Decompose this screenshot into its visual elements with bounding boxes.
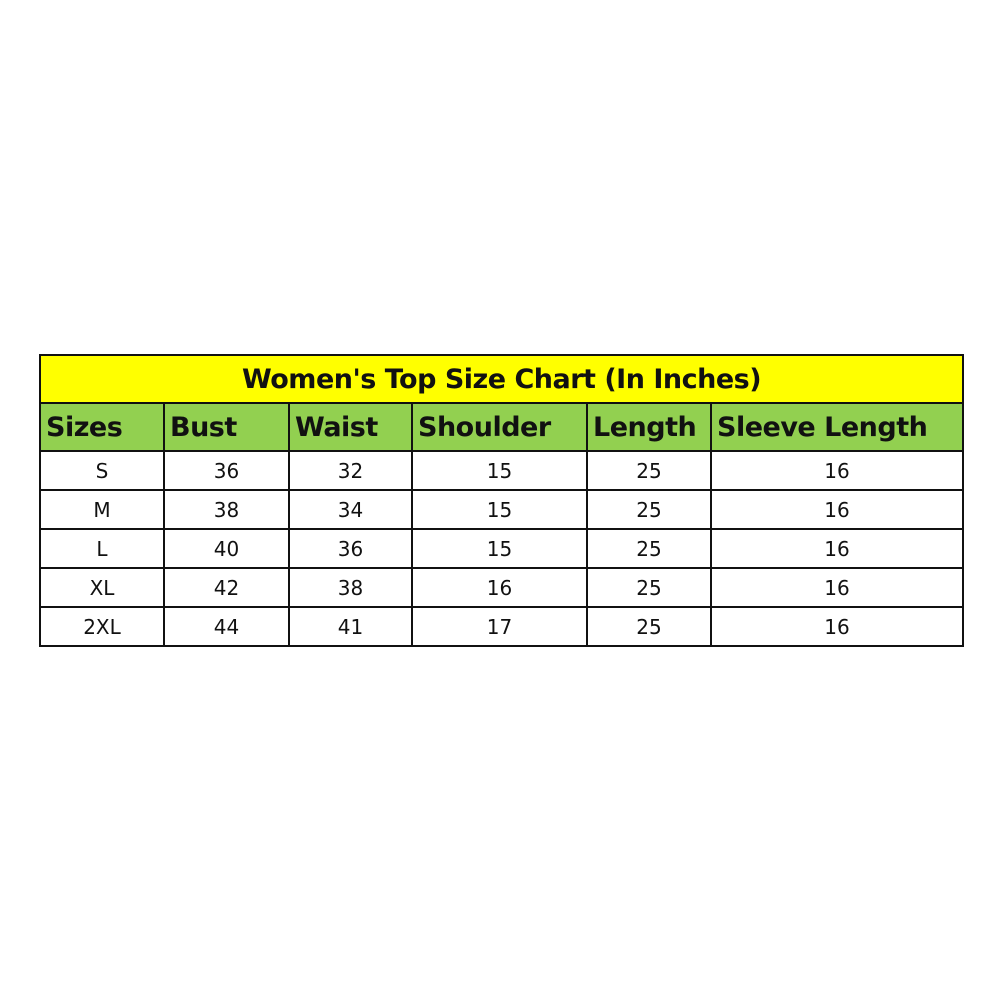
table-cell: 25 [586, 567, 712, 608]
table-cell: 2XL [39, 606, 165, 647]
size-chart-table: Women's Top Size Chart (In Inches) Sizes… [39, 354, 964, 647]
table-row: XL 42 38 16 25 16 [39, 567, 964, 608]
table-cell: 16 [710, 606, 964, 647]
table-cell: 40 [163, 528, 290, 569]
table-cell: 44 [163, 606, 290, 647]
table-cell: M [39, 489, 165, 530]
column-header: Bust [163, 402, 290, 452]
chart-title: Women's Top Size Chart (In Inches) [39, 354, 964, 404]
table-cell: S [39, 450, 165, 491]
table-row: S 36 32 15 25 16 [39, 450, 964, 491]
table-cell: 36 [288, 528, 413, 569]
table-cell: 34 [288, 489, 413, 530]
table-row: 2XL 44 41 17 25 16 [39, 606, 964, 647]
table-cell: 38 [163, 489, 290, 530]
column-header: Sleeve Length [710, 402, 964, 452]
table-row: M 38 34 15 25 16 [39, 489, 964, 530]
table-cell: 25 [586, 489, 712, 530]
table-cell: 16 [710, 567, 964, 608]
table-row: L 40 36 15 25 16 [39, 528, 964, 569]
table-cell: 16 [411, 567, 588, 608]
table-cell: 38 [288, 567, 413, 608]
table-cell: 16 [710, 528, 964, 569]
column-header: Shoulder [411, 402, 588, 452]
table-cell: 16 [710, 450, 964, 491]
table-cell: 41 [288, 606, 413, 647]
table-cell: 42 [163, 567, 290, 608]
table-cell: 32 [288, 450, 413, 491]
table-cell: 25 [586, 528, 712, 569]
column-header: Sizes [39, 402, 165, 452]
title-row: Women's Top Size Chart (In Inches) [39, 354, 964, 404]
table-cell: XL [39, 567, 165, 608]
table-cell: 15 [411, 528, 588, 569]
header-row: Sizes Bust Waist Shoulder Length Sleeve Lengt… [39, 402, 964, 452]
table-cell: 15 [411, 489, 588, 530]
table-cell: 25 [586, 450, 712, 491]
table-cell: 36 [163, 450, 290, 491]
table-cell: 15 [411, 450, 588, 491]
table-cell: 16 [710, 489, 964, 530]
table-cell: L [39, 528, 165, 569]
column-header: Length [586, 402, 712, 452]
table-cell: 25 [586, 606, 712, 647]
table-cell: 17 [411, 606, 588, 647]
column-header: Waist [288, 402, 413, 452]
